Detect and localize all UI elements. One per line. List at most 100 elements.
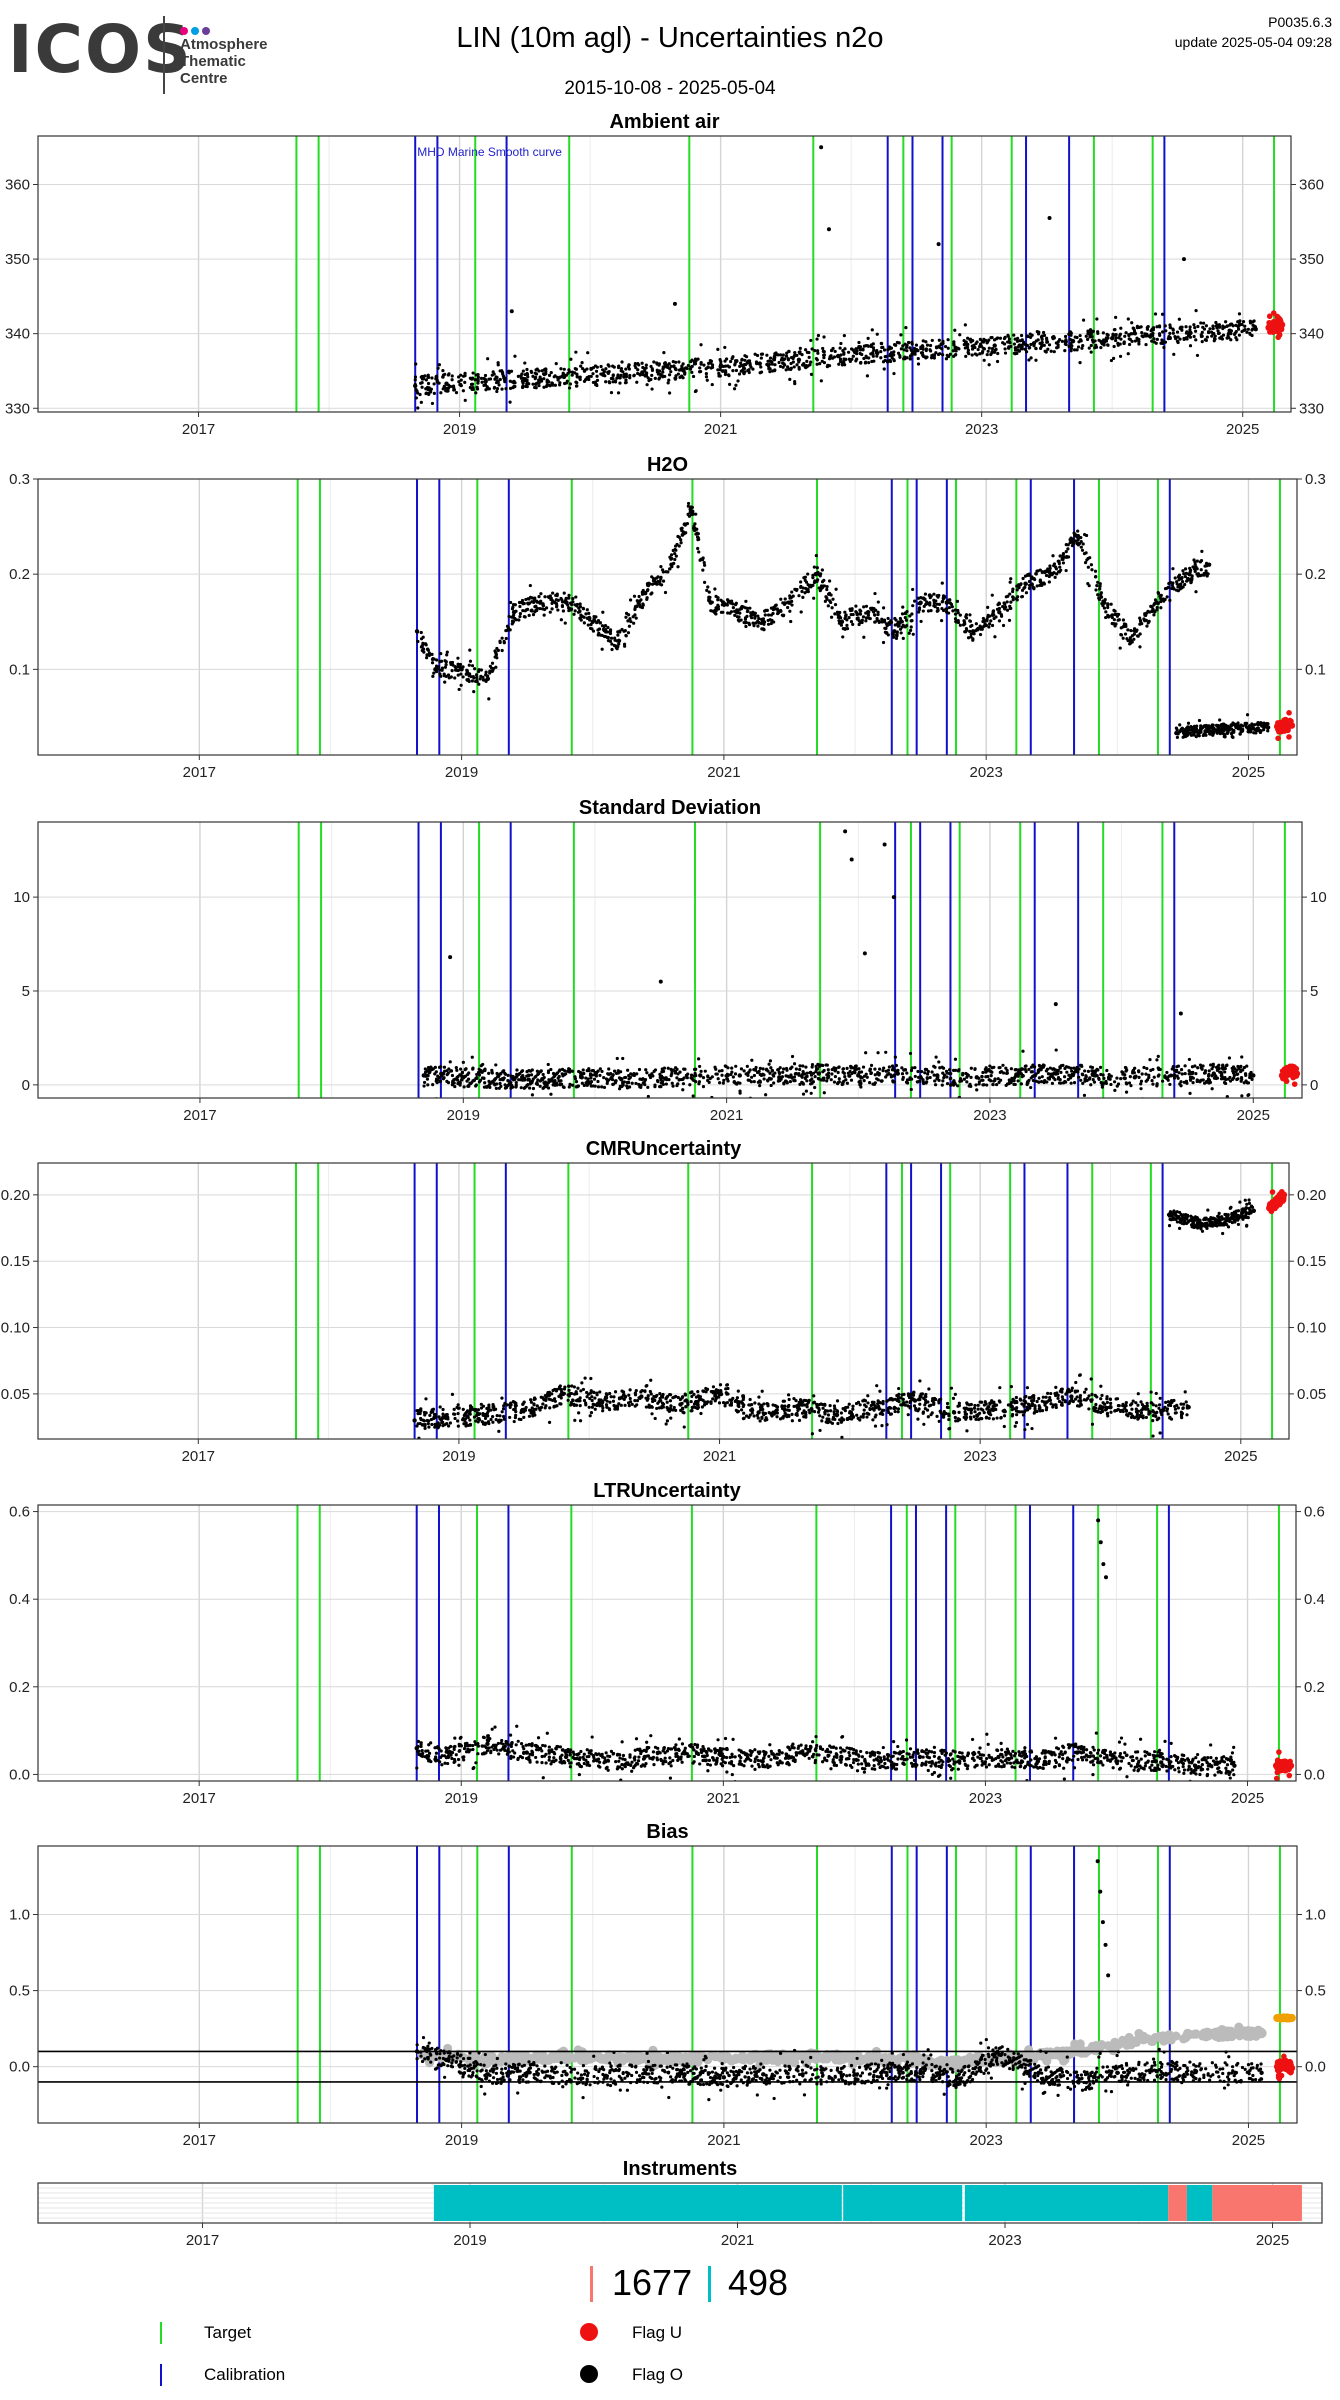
- data-point: [893, 623, 897, 627]
- data-point: [920, 351, 925, 355]
- data-point: [1153, 610, 1157, 614]
- data-point: [964, 354, 968, 358]
- data-point: [667, 378, 671, 382]
- data-point: [567, 596, 571, 600]
- data-point: [1062, 1075, 1067, 1079]
- data-point: [645, 383, 649, 387]
- data-point: [510, 607, 515, 611]
- data-point: [1079, 1078, 1083, 1082]
- x-tick-label: 2021: [710, 1107, 743, 1124]
- data-point: [1005, 1068, 1009, 1073]
- data-point: [704, 375, 709, 379]
- data-point: [574, 367, 578, 371]
- data-point: [1039, 335, 1044, 339]
- data-point: [841, 1082, 845, 1086]
- data-point: [552, 1080, 556, 1084]
- data-point: [1124, 1090, 1129, 1094]
- data-point: [875, 332, 879, 336]
- data-point: [1014, 597, 1018, 601]
- data-point: [989, 336, 993, 340]
- data-point: [609, 391, 614, 395]
- data-point: [1091, 329, 1095, 333]
- data-point: [1121, 636, 1125, 640]
- data-point: [1144, 1072, 1148, 1076]
- data-point: [643, 1082, 647, 1087]
- data-point: [472, 676, 476, 680]
- data-point: [928, 348, 932, 352]
- data-point: [1079, 545, 1083, 549]
- data-point: [758, 1066, 762, 1070]
- data-point: [1235, 723, 1239, 727]
- data-point: [611, 374, 615, 378]
- data-point: [463, 374, 467, 378]
- data-point: [745, 614, 749, 618]
- data-point: [800, 589, 804, 594]
- data-point: [436, 366, 440, 370]
- data-point: [892, 350, 896, 354]
- data-point: [881, 606, 886, 610]
- data-point: [1217, 1066, 1221, 1071]
- data-point: [919, 345, 923, 349]
- data-point: [1196, 732, 1201, 737]
- data-point: [548, 594, 552, 598]
- outlier-point: [448, 955, 453, 960]
- data-point: [1122, 340, 1126, 344]
- data-point: [788, 1080, 793, 1084]
- data-point: [916, 356, 920, 361]
- data-point: [471, 371, 475, 375]
- data-point: [910, 619, 914, 623]
- data-point: [606, 1072, 611, 1076]
- data-point: [593, 364, 598, 368]
- data-point: [491, 1080, 495, 1084]
- data-point: [1220, 337, 1225, 341]
- data-point: [997, 1066, 1001, 1070]
- data-point: [1157, 332, 1162, 336]
- data-point: [1161, 330, 1165, 334]
- data-point: [926, 609, 931, 613]
- data-point: [470, 664, 475, 668]
- data-point: [1084, 551, 1088, 555]
- data-point: [678, 375, 682, 379]
- data-point: [1211, 326, 1215, 331]
- data-point: [1038, 580, 1042, 584]
- data-point: [838, 346, 842, 350]
- data-point: [766, 1069, 770, 1073]
- data-point: [469, 382, 474, 386]
- data-point: [502, 641, 506, 645]
- series-point: [511, 610, 517, 615]
- data-point: [827, 591, 832, 595]
- data-point: [1216, 329, 1220, 333]
- data-point: [650, 367, 654, 371]
- data-point: [549, 1067, 553, 1072]
- data-point: [660, 1070, 664, 1074]
- data-point: [639, 605, 643, 609]
- data-point: [542, 377, 546, 381]
- data-point: [422, 650, 426, 654]
- data-point: [722, 1078, 726, 1082]
- data-point: [999, 1078, 1003, 1082]
- data-point: [716, 368, 720, 372]
- data-point: [816, 351, 820, 355]
- data-point: [665, 365, 670, 369]
- data-point: [575, 375, 580, 379]
- data-point: [1095, 317, 1099, 321]
- data-point: [669, 370, 673, 374]
- data-point: [1068, 1076, 1072, 1080]
- data-point: [759, 370, 764, 374]
- data-point: [765, 608, 769, 612]
- data-point: [694, 512, 698, 516]
- data-point: [1163, 340, 1168, 344]
- data-point: [816, 1076, 820, 1081]
- data-point: [783, 363, 787, 367]
- data-point: [690, 1076, 694, 1081]
- data-point: [1209, 731, 1213, 736]
- data-point: [884, 1050, 888, 1054]
- data-point: [1239, 1076, 1244, 1080]
- data-point: [1112, 344, 1116, 349]
- data-point: [1148, 1058, 1152, 1062]
- data-point: [799, 585, 803, 589]
- data-point: [611, 377, 615, 381]
- data-point: [766, 1079, 770, 1083]
- data-point: [898, 627, 903, 631]
- data-point: [767, 613, 771, 617]
